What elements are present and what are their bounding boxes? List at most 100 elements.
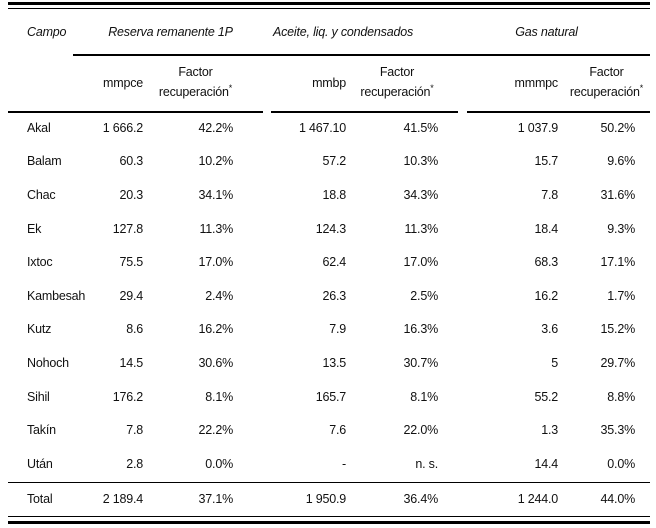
- footnote-marker: *: [430, 82, 434, 93]
- factor-header-1: Factor recuperación*: [158, 65, 233, 100]
- mmbp-cell: 7.6: [329, 423, 346, 438]
- rule-bottom-thick: [8, 521, 650, 524]
- factor2-cell: 30.7%: [403, 355, 439, 370]
- campo-cell: Balam: [27, 154, 62, 169]
- total-factor2: 36.4%: [403, 491, 439, 506]
- rule-under-groups: [73, 54, 650, 56]
- factor1-cell: 42.2%: [198, 120, 234, 135]
- mmbp-cell: -: [342, 456, 346, 471]
- factor3-cell: 29.7%: [600, 355, 636, 370]
- mmbp-cell: 62.4: [322, 255, 346, 270]
- table-row: Takín 7.8 22.2% 7.6 22.0% 1.3 35.3%: [8, 413, 650, 447]
- group-header-row: Campo Reserva remanente 1P Aceite, liq. …: [8, 9, 650, 54]
- factor3-cell: 9.3%: [607, 221, 635, 236]
- factor3-cell: 15.2%: [600, 322, 636, 337]
- mmbp-cell: 7.9: [329, 322, 346, 337]
- sub-header-row: mmpce Factor recuperación* mmbp Factor rec…: [8, 54, 650, 111]
- mmbp-cell: 18.8: [322, 187, 346, 202]
- campo-cell: Ek: [27, 221, 42, 236]
- mmmpc-cell: 55.2: [534, 389, 558, 404]
- mmpce-cell: 127.8: [112, 221, 143, 236]
- rule-under-sub-2: [271, 111, 458, 113]
- mmmpc-cell: 15.7: [534, 154, 558, 169]
- rule-above-total: [8, 482, 650, 483]
- mmpce-cell: 1 666.2: [102, 120, 144, 135]
- table-content: Campo Reserva remanente 1P Aceite, liq. …: [8, 9, 650, 516]
- factor3-cell: 50.2%: [600, 120, 636, 135]
- campo-cell: Kutz: [27, 322, 52, 337]
- mmmpc-cell: 3.6: [541, 322, 558, 337]
- factor2-cell: 22.0%: [403, 423, 439, 438]
- mmpce-cell: 2.8: [126, 456, 143, 471]
- mmpce-cell: 29.4: [119, 288, 143, 303]
- table-row: Nohoch 14.5 30.6% 13.5 30.7% 5 29.7%: [8, 346, 650, 380]
- factor1-cell: 16.2%: [198, 322, 234, 337]
- rule-top-thick: [8, 2, 650, 5]
- footnote-marker: *: [639, 82, 644, 93]
- mmpce-cell: 176.2: [112, 389, 143, 404]
- factor2-cell: 10.3%: [403, 154, 439, 169]
- group-header-aceite: Aceite, liq. y condensados: [272, 24, 414, 39]
- rule-below-total: [8, 516, 650, 517]
- factor2-cell: 11.3%: [404, 221, 438, 236]
- mmpce-cell: 7.8: [126, 423, 143, 438]
- total-label: Total: [27, 491, 53, 506]
- campo-cell: Ixtoc: [27, 255, 53, 270]
- mmmpc-cell: 7.8: [541, 187, 558, 202]
- mmbp-cell: 165.7: [315, 389, 346, 404]
- table-row: Kambesah 29.4 2.4% 26.3 2.5% 16.2 1.7%: [8, 279, 650, 313]
- table-row: Sihil 176.2 8.1% 165.7 8.1% 55.2 8.8%: [8, 380, 650, 414]
- factor1-cell: 17.0%: [198, 255, 234, 270]
- mmmpc-cell: 1 037.9: [517, 120, 559, 135]
- footnote-marker: *: [228, 82, 233, 93]
- mmpce-cell: 20.3: [119, 187, 143, 202]
- campo-cell: Nohoch: [27, 355, 69, 370]
- rule-top-thin: [8, 8, 650, 9]
- campo-cell: Után: [27, 456, 53, 471]
- unit-header-mmbp: mmbp: [312, 75, 346, 90]
- table-row: Chac 20.3 34.1% 18.8 34.3% 7.8 31.6%: [8, 178, 650, 212]
- mmbp-cell: 13.5: [322, 355, 346, 370]
- rule-under-sub-3: [467, 111, 650, 113]
- unit-header-mmmpc: mmmpc: [514, 75, 559, 90]
- campo-cell: Takín: [27, 423, 56, 438]
- table-row: Ixtoc 75.5 17.0% 62.4 17.0% 68.3 17.1%: [8, 245, 650, 279]
- table-row: Balam 60.3 10.2% 57.2 10.3% 15.7 9.6%: [8, 145, 650, 179]
- group-header-reserva: Reserva remanente 1P: [108, 24, 233, 39]
- factor-header-3: Factor recuperación*: [569, 65, 644, 100]
- factor2-cell: 2.5%: [410, 288, 438, 303]
- factor2-cell: 16.3%: [403, 322, 439, 337]
- group-header-gas: Gas natural: [515, 24, 578, 39]
- mmmpc-cell: 68.3: [534, 255, 558, 270]
- factor3-cell: 35.3%: [600, 423, 636, 438]
- unit-header-mmpce: mmpce: [103, 75, 143, 90]
- table-row: Után 2.8 0.0% - n. s. 14.4 0.0%: [8, 447, 650, 481]
- factor2-cell: n. s.: [415, 456, 438, 471]
- total-mmbp: 1 950.9: [305, 491, 347, 506]
- mmbp-cell: 124.3: [315, 221, 346, 236]
- campo-cell: Sihil: [27, 389, 50, 404]
- total-row: Total 2 189.4 37.1% 1 950.9 36.4% 1 244.…: [8, 482, 650, 516]
- factor3-cell: 17.1%: [600, 255, 636, 270]
- campo-cell: Kambesah: [27, 288, 86, 303]
- factor3-cell: 8.8%: [607, 389, 635, 404]
- total-factor3: 44.0%: [600, 491, 636, 506]
- table-row: Akal 1 666.2 42.2% 1 467.10 41.5% 1 037.…: [8, 111, 650, 145]
- factor1-cell: 0.0%: [205, 456, 233, 471]
- mmmpc-cell: 14.4: [534, 456, 558, 471]
- mmbp-cell: 26.3: [322, 288, 346, 303]
- mmbp-cell: 1 467.10: [298, 120, 346, 135]
- mmpce-cell: 60.3: [119, 154, 143, 169]
- factor1-cell: 8.1%: [205, 389, 233, 404]
- factor1-cell: 22.2%: [198, 423, 234, 438]
- mmmpc-cell: 16.2: [534, 288, 558, 303]
- total-factor1: 37.1%: [198, 491, 234, 506]
- mmmpc-cell: 18.4: [534, 221, 558, 236]
- factor1-cell: 11.3%: [199, 221, 233, 236]
- rule-under-sub-1: [8, 111, 263, 113]
- factor1-cell: 2.4%: [205, 288, 233, 303]
- factor1-cell: 10.2%: [198, 154, 234, 169]
- factor3-cell: 9.6%: [607, 154, 635, 169]
- campo-cell: Akal: [27, 120, 51, 135]
